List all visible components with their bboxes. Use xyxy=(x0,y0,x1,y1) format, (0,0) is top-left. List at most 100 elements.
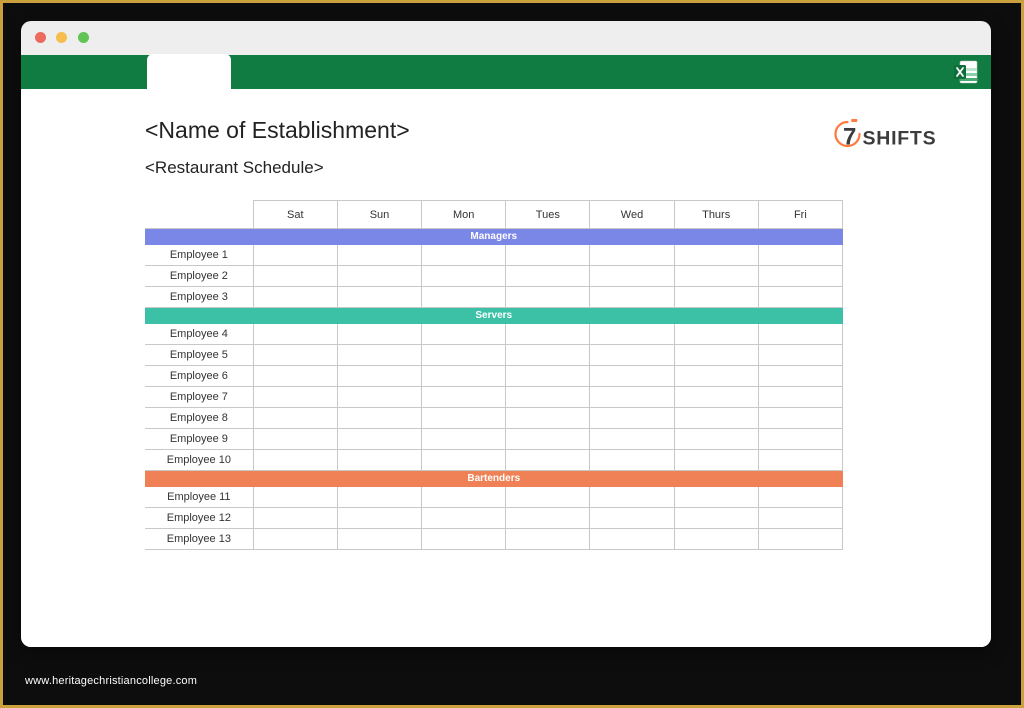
shift-cell[interactable] xyxy=(590,529,674,550)
shift-cell[interactable] xyxy=(758,529,842,550)
shift-cell[interactable] xyxy=(674,450,758,471)
shift-cell[interactable] xyxy=(422,266,506,287)
shift-cell[interactable] xyxy=(506,450,590,471)
shift-cell[interactable] xyxy=(253,387,337,408)
shift-cell[interactable] xyxy=(590,508,674,529)
shift-cell[interactable] xyxy=(422,387,506,408)
shift-cell[interactable] xyxy=(337,266,421,287)
shift-cell[interactable] xyxy=(506,408,590,429)
shift-cell[interactable] xyxy=(422,450,506,471)
shift-cell[interactable] xyxy=(253,508,337,529)
shift-cell[interactable] xyxy=(337,366,421,387)
shift-cell[interactable] xyxy=(758,245,842,266)
shift-cell[interactable] xyxy=(758,450,842,471)
shift-cell[interactable] xyxy=(337,429,421,450)
shift-cell[interactable] xyxy=(422,245,506,266)
shift-cell[interactable] xyxy=(337,508,421,529)
shift-cell[interactable] xyxy=(590,408,674,429)
shift-cell[interactable] xyxy=(422,529,506,550)
shift-cell[interactable] xyxy=(758,287,842,308)
shift-cell[interactable] xyxy=(674,345,758,366)
shift-cell[interactable] xyxy=(337,408,421,429)
shift-cell[interactable] xyxy=(506,366,590,387)
shift-cell[interactable] xyxy=(422,487,506,508)
shift-cell[interactable] xyxy=(506,345,590,366)
col-header: Sat xyxy=(253,201,337,229)
shift-cell[interactable] xyxy=(506,245,590,266)
shift-cell[interactable] xyxy=(758,487,842,508)
shift-cell[interactable] xyxy=(674,487,758,508)
shift-cell[interactable] xyxy=(253,450,337,471)
shift-cell[interactable] xyxy=(337,487,421,508)
shift-cell[interactable] xyxy=(253,429,337,450)
shift-cell[interactable] xyxy=(758,324,842,345)
shift-cell[interactable] xyxy=(337,450,421,471)
shift-cell[interactable] xyxy=(422,366,506,387)
shift-cell[interactable] xyxy=(758,429,842,450)
active-tab[interactable] xyxy=(147,54,231,89)
shift-cell[interactable] xyxy=(674,324,758,345)
shift-cell[interactable] xyxy=(590,450,674,471)
shift-cell[interactable] xyxy=(590,345,674,366)
shift-cell[interactable] xyxy=(590,387,674,408)
schedule-title: <Restaurant Schedule> xyxy=(145,158,410,178)
shift-cell[interactable] xyxy=(253,245,337,266)
shift-cell[interactable] xyxy=(590,429,674,450)
shift-cell[interactable] xyxy=(337,529,421,550)
zoom-icon[interactable] xyxy=(78,32,89,43)
shift-cell[interactable] xyxy=(758,366,842,387)
shift-cell[interactable] xyxy=(674,429,758,450)
shift-cell[interactable] xyxy=(590,487,674,508)
shift-cell[interactable] xyxy=(758,408,842,429)
minimize-icon[interactable] xyxy=(56,32,67,43)
shift-cell[interactable] xyxy=(253,366,337,387)
shift-cell[interactable] xyxy=(506,387,590,408)
shift-cell[interactable] xyxy=(422,408,506,429)
close-icon[interactable] xyxy=(35,32,46,43)
shift-cell[interactable] xyxy=(422,324,506,345)
shift-cell[interactable] xyxy=(590,266,674,287)
shift-cell[interactable] xyxy=(758,266,842,287)
shift-cell[interactable] xyxy=(253,345,337,366)
shift-cell[interactable] xyxy=(758,387,842,408)
shift-cell[interactable] xyxy=(506,266,590,287)
shift-cell[interactable] xyxy=(506,529,590,550)
shift-cell[interactable] xyxy=(253,408,337,429)
employee-name: Employee 6 xyxy=(145,366,253,387)
shift-cell[interactable] xyxy=(506,287,590,308)
shift-cell[interactable] xyxy=(337,287,421,308)
shift-cell[interactable] xyxy=(590,324,674,345)
shift-cell[interactable] xyxy=(253,287,337,308)
shift-cell[interactable] xyxy=(674,387,758,408)
shift-cell[interactable] xyxy=(422,429,506,450)
shift-cell[interactable] xyxy=(506,487,590,508)
shift-cell[interactable] xyxy=(337,387,421,408)
shift-cell[interactable] xyxy=(506,508,590,529)
shift-cell[interactable] xyxy=(590,245,674,266)
shift-cell[interactable] xyxy=(758,508,842,529)
shift-cell[interactable] xyxy=(590,287,674,308)
shift-cell[interactable] xyxy=(337,345,421,366)
shift-cell[interactable] xyxy=(674,245,758,266)
shift-cell[interactable] xyxy=(674,408,758,429)
shift-cell[interactable] xyxy=(506,429,590,450)
shift-cell[interactable] xyxy=(422,287,506,308)
shift-cell[interactable] xyxy=(674,287,758,308)
shift-cell[interactable] xyxy=(253,487,337,508)
shift-cell[interactable] xyxy=(674,266,758,287)
shift-cell[interactable] xyxy=(674,508,758,529)
shift-cell[interactable] xyxy=(674,529,758,550)
shift-cell[interactable] xyxy=(506,324,590,345)
shift-cell[interactable] xyxy=(590,366,674,387)
shift-cell[interactable] xyxy=(253,324,337,345)
shift-cell[interactable] xyxy=(758,345,842,366)
shift-cell[interactable] xyxy=(253,529,337,550)
group-header: Servers xyxy=(145,308,843,324)
shift-cell[interactable] xyxy=(422,508,506,529)
shift-cell[interactable] xyxy=(422,345,506,366)
col-header: Wed xyxy=(590,201,674,229)
shift-cell[interactable] xyxy=(674,366,758,387)
shift-cell[interactable] xyxy=(337,324,421,345)
shift-cell[interactable] xyxy=(253,266,337,287)
shift-cell[interactable] xyxy=(337,245,421,266)
